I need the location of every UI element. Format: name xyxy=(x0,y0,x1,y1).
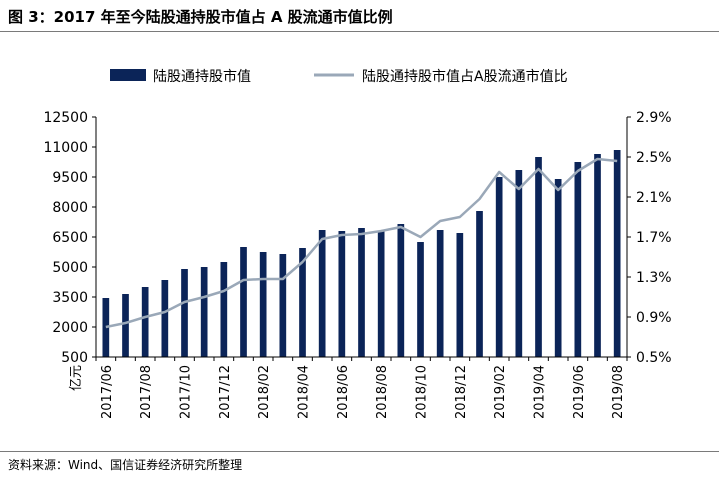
y-tick-label: 3500 xyxy=(52,290,88,306)
bar-24 xyxy=(554,179,562,357)
x-tick-label: 2018/04 xyxy=(297,365,312,419)
top-divider xyxy=(0,31,719,32)
bar-18 xyxy=(436,230,444,357)
bar-8 xyxy=(240,247,247,357)
y2-tick-label: 0.9% xyxy=(636,310,672,326)
y2-tick-label: 2.1% xyxy=(636,190,672,206)
legend: 陆股通持股市值 陆股通持股市值占A股流通市值比 xyxy=(110,68,568,85)
x-tick-label: 2017/12 xyxy=(218,365,233,419)
bar-26 xyxy=(594,154,601,357)
y2-tick-label: 0.5% xyxy=(636,350,672,366)
bar-10 xyxy=(279,254,287,357)
axes: 500 2000 3500 5000 6500 8000 9500 11000 12500 0.5… xyxy=(43,110,671,419)
bar-22 xyxy=(515,170,523,357)
y-tick-label: 500 xyxy=(61,350,88,366)
bar-6 xyxy=(200,267,208,357)
bar-2 xyxy=(122,294,129,357)
x-tick-label: 2018/08 xyxy=(375,365,390,419)
legend-bar-swatch xyxy=(110,69,146,81)
bar-23 xyxy=(535,157,542,357)
y-tick-label: 5000 xyxy=(52,260,88,276)
bar-13 xyxy=(338,231,346,357)
bar-17 xyxy=(417,242,424,357)
bottom-divider xyxy=(0,451,719,452)
legend-line-label: 陆股通持股市值占A股流通市值比 xyxy=(362,68,568,85)
bar-9 xyxy=(259,252,267,357)
bar-7 xyxy=(220,262,228,357)
bar-12 xyxy=(318,230,326,357)
y-tick-label: 6500 xyxy=(52,230,88,246)
bar-5 xyxy=(181,269,188,357)
y-tick-label: 8000 xyxy=(52,200,88,216)
bar-1 xyxy=(102,298,110,357)
y2-tick-label: 2.5% xyxy=(636,150,672,166)
legend-bar-label: 陆股通持股市值 xyxy=(153,68,251,85)
bar-25 xyxy=(574,162,582,357)
x-tick-label: 2019/02 xyxy=(493,365,508,419)
x-tick-label: 2017/06 xyxy=(100,365,115,419)
bar-15 xyxy=(377,231,385,357)
chart-title: 图 3：2017 年至今陆股通持股市值占 A 股流通市值比例 xyxy=(8,8,393,26)
bar-series xyxy=(102,150,621,357)
x-tick-label: 2019/04 xyxy=(533,365,548,419)
y-axis-unit: 亿元 xyxy=(69,365,84,391)
x-tick-label: 2018/02 xyxy=(257,365,272,419)
y-tick-label: 12500 xyxy=(43,110,88,126)
y2-tick-label: 1.7% xyxy=(636,230,672,246)
bar-20 xyxy=(476,211,483,357)
bar-4 xyxy=(161,280,169,357)
y-tick-label: 9500 xyxy=(52,170,88,186)
y-tick-label: 2000 xyxy=(52,320,88,336)
bar-27 xyxy=(613,150,621,357)
bar-16 xyxy=(397,224,405,357)
x-tick-label: 2019/08 xyxy=(611,365,626,419)
x-tick-label: 2017/08 xyxy=(139,365,154,419)
x-tick-label: 2019/06 xyxy=(572,365,587,419)
x-tick-label: 2017/10 xyxy=(179,365,194,419)
line-series xyxy=(105,157,618,329)
source-note: 资料来源：Wind、国信证券经济研究所整理 xyxy=(8,458,243,472)
bar-14 xyxy=(358,228,365,357)
x-tick-label: 2018/12 xyxy=(454,365,469,419)
bar-19 xyxy=(456,233,464,357)
bar-3 xyxy=(141,287,149,357)
x-tick-label: 2018/06 xyxy=(336,365,351,419)
x-tick-label: 2018/10 xyxy=(415,365,430,419)
y-tick-label: 11000 xyxy=(43,140,88,156)
bar-11 xyxy=(299,248,306,357)
y2-tick-label: 1.3% xyxy=(636,270,672,286)
y2-tick-label: 2.9% xyxy=(636,110,672,126)
bar-21 xyxy=(495,177,503,357)
